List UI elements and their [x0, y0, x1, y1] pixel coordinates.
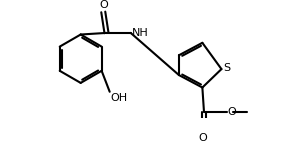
Text: OH: OH: [110, 93, 128, 103]
Text: NH: NH: [132, 28, 149, 38]
Text: S: S: [223, 63, 230, 73]
Text: O: O: [198, 133, 207, 142]
Text: O: O: [99, 0, 108, 10]
Text: O: O: [227, 107, 236, 117]
